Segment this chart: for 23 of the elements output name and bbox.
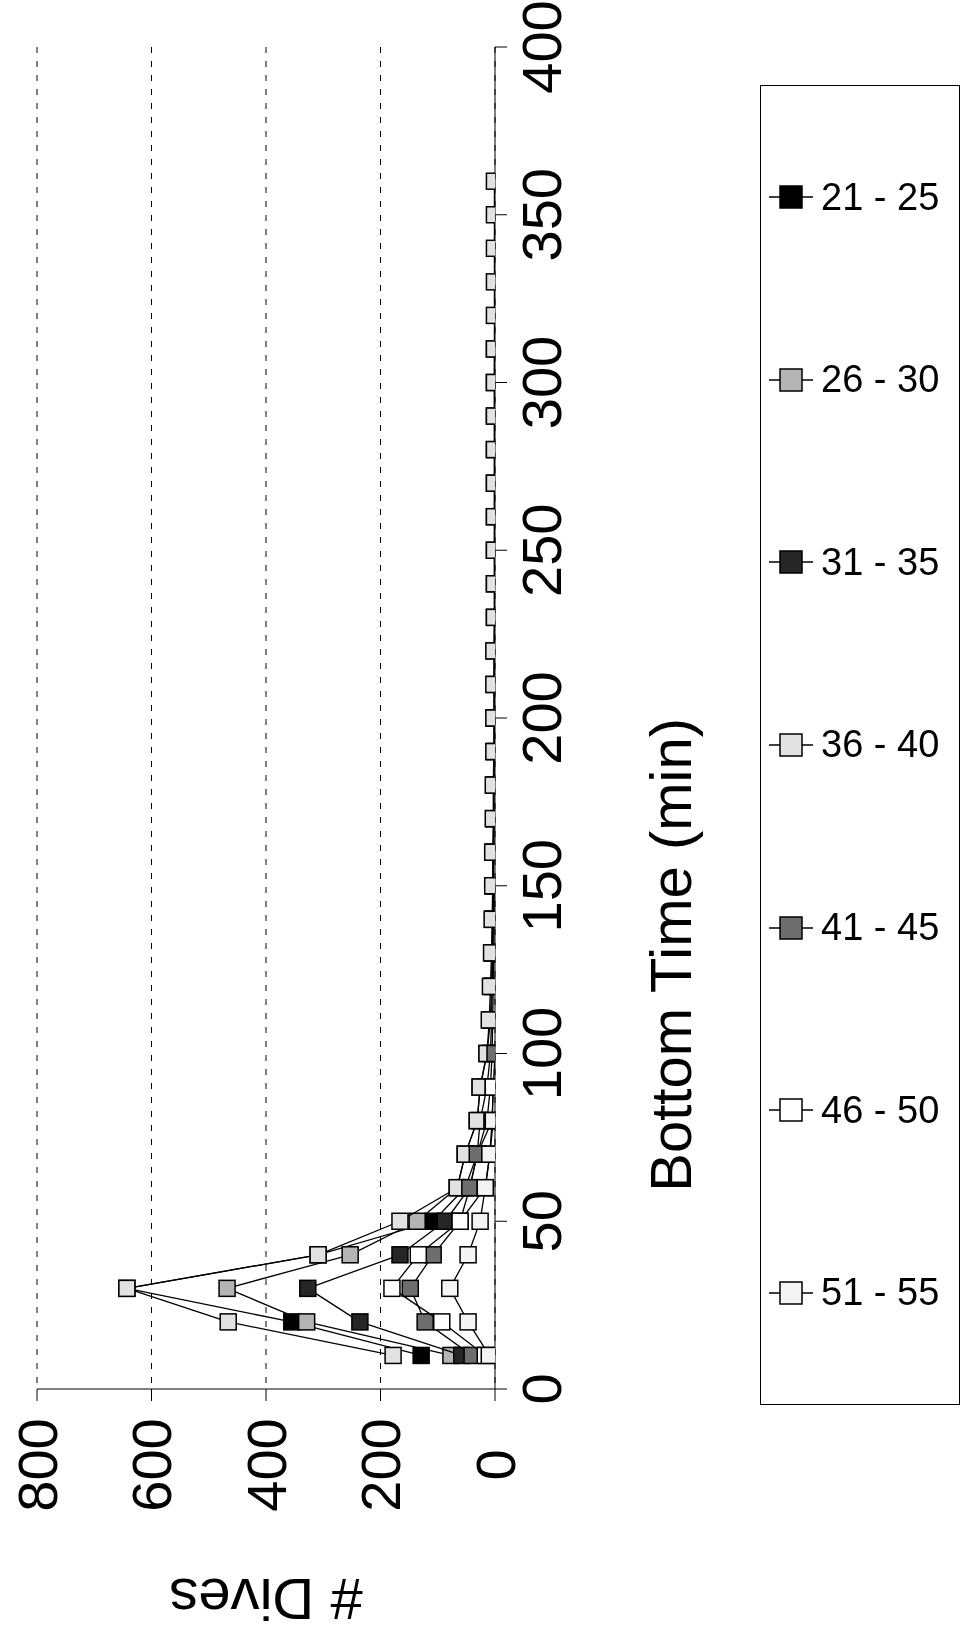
y-tick-label: 100 — [509, 1006, 573, 1101]
y-tick-label: 400 — [509, 0, 573, 94]
x-tick-label: 600 — [120, 1418, 183, 1512]
y-axis-title: Bottom Time (min) — [637, 718, 703, 1192]
legend-label: 51 - 55 — [821, 1271, 940, 1315]
legend-label: 21 - 25 — [821, 175, 940, 219]
x-tick-label: 0 — [463, 1449, 527, 1481]
legend-label: 41 - 45 — [821, 906, 940, 950]
y-tick-label: 50 — [509, 1190, 573, 1253]
legend-label: 46 - 50 — [821, 1088, 940, 1132]
y-tick-label: 0 — [509, 1373, 573, 1405]
y-tick-label: 200 — [509, 671, 573, 765]
x-tick-label: 800 — [5, 1418, 69, 1512]
legend-label: 31 - 35 — [821, 540, 940, 584]
y-tick-label: 150 — [509, 839, 573, 933]
legend-label: 26 - 30 — [821, 358, 940, 402]
y-tick-label: 300 — [509, 335, 573, 430]
x-axis-title: # Dives — [169, 1567, 363, 1629]
legend-label: 36 - 40 — [821, 723, 940, 767]
x-tick-label: 400 — [234, 1418, 298, 1512]
y-tick-label: 350 — [509, 168, 573, 262]
y-tick-label: 250 — [509, 503, 573, 597]
x-tick-label: 200 — [349, 1418, 412, 1512]
